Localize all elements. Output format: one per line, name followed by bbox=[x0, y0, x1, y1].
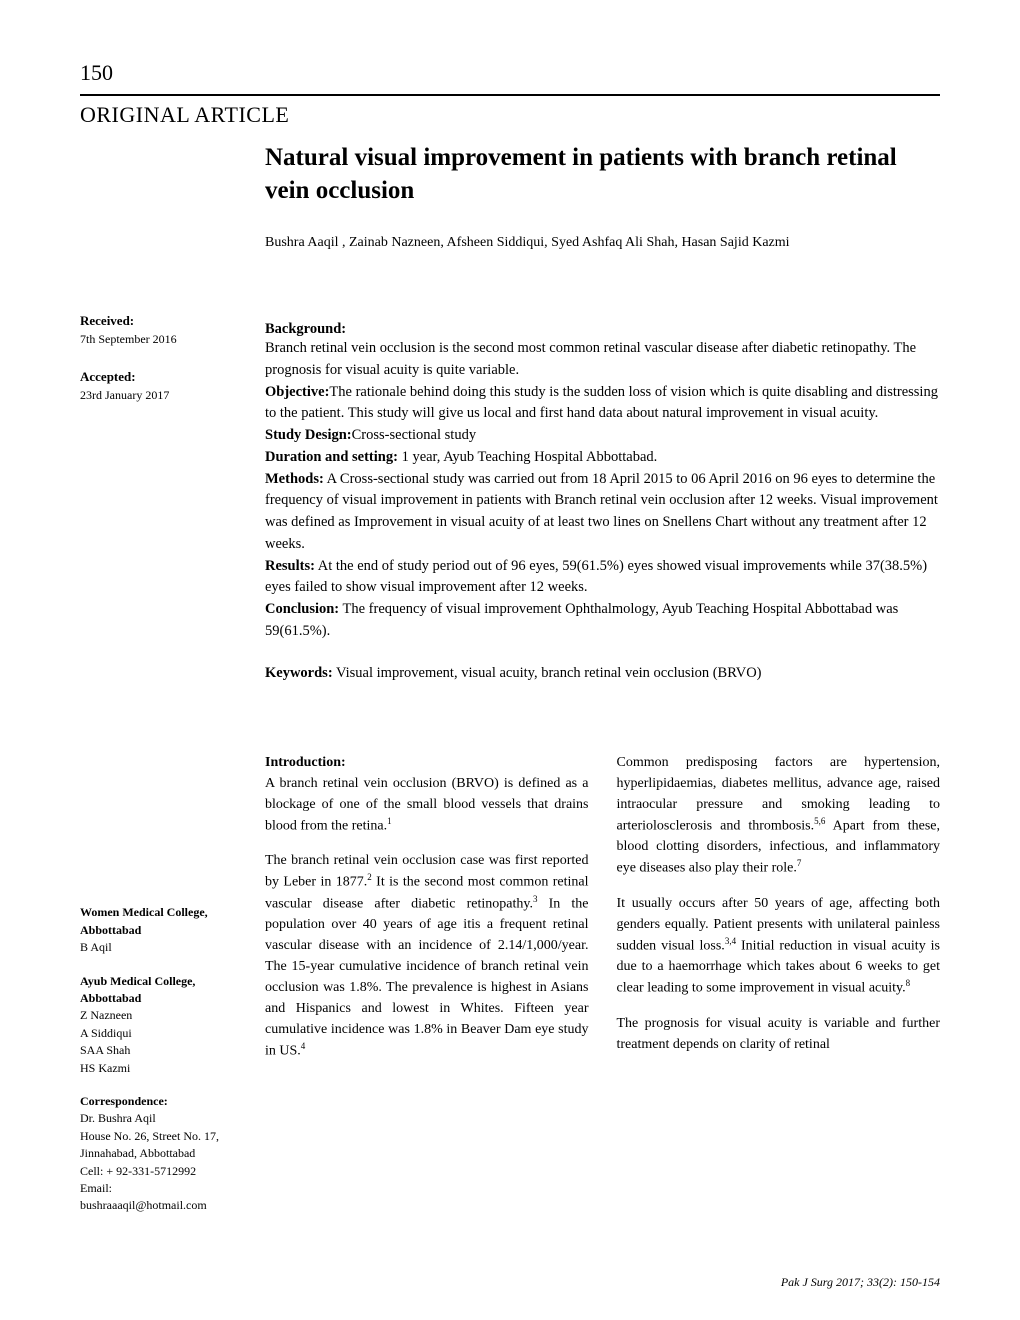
accepted-block: Accepted: 23rd January 2017 bbox=[80, 368, 235, 404]
objective-text: The rationale behind doing this study is… bbox=[265, 384, 938, 422]
intro-column-2: Common predisposing factors are hyperten… bbox=[617, 752, 941, 1077]
methods-text: A Cross-sectional study was carried out … bbox=[265, 471, 938, 552]
content-column: Natural visual improvement in patients w… bbox=[265, 142, 940, 1215]
intro-para-4: It usually occurs after 50 years of age,… bbox=[617, 893, 941, 999]
methods-line: Methods: A Cross-sectional study was car… bbox=[265, 469, 940, 556]
accepted-date: 23rd January 2017 bbox=[80, 387, 235, 404]
article-type: ORIGINAL ARTICLE bbox=[80, 102, 940, 128]
introduction-section: Introduction: A branch retinal vein occl… bbox=[265, 752, 940, 1077]
duration-text: 1 year, Ayub Teaching Hospital Abbottaba… bbox=[398, 449, 657, 465]
background-text: Branch retinal vein occlusion is the sec… bbox=[265, 338, 940, 382]
correspondence-cell: Cell: + 92-331-5712992 bbox=[80, 1163, 235, 1180]
affiliation-2-author-3: SAA Shah bbox=[80, 1042, 235, 1059]
duration-label: Duration and setting: bbox=[265, 449, 398, 465]
ref-3-4: 3,4 bbox=[725, 936, 736, 946]
design-line: Study Design:Cross-sectional study bbox=[265, 425, 940, 447]
intro-para-1: A branch retinal vein occlusion (BRVO) i… bbox=[265, 773, 589, 837]
main-content: Received: 7th September 2016 Accepted: 2… bbox=[80, 142, 940, 1215]
correspondence-address: House No. 26, Street No. 17, Jinnahabad,… bbox=[80, 1128, 235, 1163]
conclusion-text: The frequency of visual improvement Opht… bbox=[265, 601, 898, 639]
received-label: Received: bbox=[80, 312, 235, 331]
correspondence-name: Dr. Bushra Aqil bbox=[80, 1110, 235, 1127]
ref-7: 7 bbox=[797, 858, 802, 868]
journal-footer: Pak J Surg 2017; 33(2): 150-154 bbox=[781, 1275, 940, 1290]
affiliation-2-author-4: HS Kazmi bbox=[80, 1060, 235, 1077]
authors: Bushra Aaqil , Zainab Nazneen, Afsheen S… bbox=[265, 235, 940, 251]
affiliation-2-author-2: A Siddiqui bbox=[80, 1025, 235, 1042]
correspondence-email: Email: bushraaaqil@hotmail.com bbox=[80, 1180, 235, 1215]
accepted-label: Accepted: bbox=[80, 368, 235, 387]
affiliation-2: Ayub Medical College, Abbottabad Z Nazne… bbox=[80, 973, 235, 1077]
top-rule bbox=[80, 94, 940, 96]
ref-4: 4 bbox=[301, 1041, 306, 1051]
received-block: Received: 7th September 2016 bbox=[80, 312, 235, 348]
ref-8: 8 bbox=[906, 978, 911, 988]
duration-line: Duration and setting: 1 year, Ayub Teach… bbox=[265, 447, 940, 469]
ref-5-6: 5,6 bbox=[814, 816, 825, 826]
ref-1: 1 bbox=[387, 816, 392, 826]
objective-label: Objective: bbox=[265, 384, 329, 400]
affiliation-2-author-1: Z Nazneen bbox=[80, 1007, 235, 1024]
conclusion-line: Conclusion: The frequency of visual impr… bbox=[265, 599, 940, 643]
received-date: 7th September 2016 bbox=[80, 331, 235, 348]
intro-column-1: Introduction: A branch retinal vein occl… bbox=[265, 752, 589, 1077]
keywords-line: Keywords: Visual improvement, visual acu… bbox=[265, 665, 940, 682]
intro-para-2: The branch retinal vein occlusion case w… bbox=[265, 850, 589, 1062]
intro-heading: Introduction: bbox=[265, 752, 589, 773]
design-label: Study Design: bbox=[265, 427, 352, 443]
correspondence-label: Correspondence: bbox=[80, 1093, 235, 1110]
page-number: 150 bbox=[80, 60, 940, 86]
affiliation-1: Women Medical College, Abbottabad B Aqil bbox=[80, 904, 235, 956]
intro-para-3: Common predisposing factors are hyperten… bbox=[617, 752, 941, 879]
results-text: At the end of study period out of 96 eye… bbox=[265, 558, 927, 596]
intro-para-5: The prognosis for visual acuity is varia… bbox=[617, 1013, 941, 1055]
sidebar: Received: 7th September 2016 Accepted: 2… bbox=[80, 142, 235, 1215]
methods-label: Methods: bbox=[265, 471, 324, 487]
affiliation-1-author: B Aqil bbox=[80, 939, 235, 956]
design-text: Cross-sectional study bbox=[352, 427, 476, 443]
results-line: Results: At the end of study period out … bbox=[265, 556, 940, 600]
objective-line: Objective:The rationale behind doing thi… bbox=[265, 382, 940, 426]
article-title: Natural visual improvement in patients w… bbox=[265, 142, 940, 207]
keywords-text: Visual improvement, visual acuity, branc… bbox=[333, 665, 762, 681]
keywords-label: Keywords: bbox=[265, 665, 333, 681]
correspondence-block: Correspondence: Dr. Bushra Aqil House No… bbox=[80, 1093, 235, 1215]
affiliation-1-title: Women Medical College, Abbottabad bbox=[80, 904, 235, 939]
conclusion-label: Conclusion: bbox=[265, 601, 339, 617]
results-label: Results: bbox=[265, 558, 315, 574]
affiliation-2-title: Ayub Medical College, Abbottabad bbox=[80, 973, 235, 1008]
abstract: Background: Branch retinal vein occlusio… bbox=[265, 321, 940, 682]
background-label: Background: bbox=[265, 321, 940, 338]
